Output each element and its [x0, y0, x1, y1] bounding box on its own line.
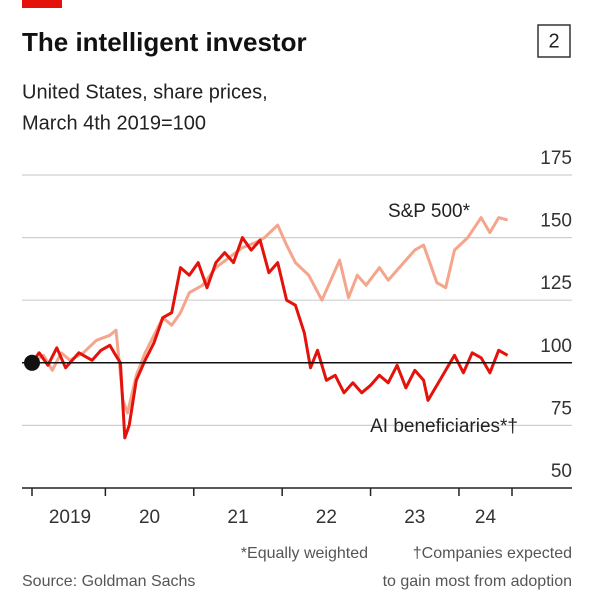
- footnote: to gain most from adoption: [383, 573, 572, 590]
- source: Source: Goldman Sachs: [22, 573, 195, 590]
- y-tick-label: 175: [540, 148, 572, 169]
- x-tick-label: 20: [139, 507, 160, 528]
- y-tick-label: 75: [551, 398, 572, 419]
- x-tick-label: 24: [475, 507, 497, 528]
- chart-number-box: [537, 24, 571, 58]
- series-label: AI beneficiaries*†: [370, 416, 518, 437]
- footnote: *Equally weighted: [241, 545, 368, 562]
- start-dot: [24, 354, 40, 371]
- chart-title: The intelligent investor: [22, 27, 307, 57]
- chart-number: 2: [548, 30, 559, 52]
- footnote: †Companies expected: [413, 545, 572, 562]
- x-tick-label: 2019: [49, 507, 91, 528]
- subtitle: United States, share prices,: [22, 81, 268, 103]
- y-tick-label: 125: [540, 273, 572, 294]
- line-series: [30, 236, 509, 440]
- y-tick-label: 50: [551, 461, 572, 482]
- subtitle: March 4th 2019=100: [22, 112, 206, 134]
- series-label: S&P 500*: [388, 201, 471, 222]
- y-tick-label: 150: [540, 211, 572, 232]
- brand-bar: [22, 0, 62, 8]
- y-tick-label: 100: [540, 336, 572, 357]
- x-tick-label: 22: [316, 507, 337, 528]
- x-tick-label: 21: [227, 507, 248, 528]
- x-tick-label: 23: [404, 507, 425, 528]
- line-series: [31, 216, 509, 415]
